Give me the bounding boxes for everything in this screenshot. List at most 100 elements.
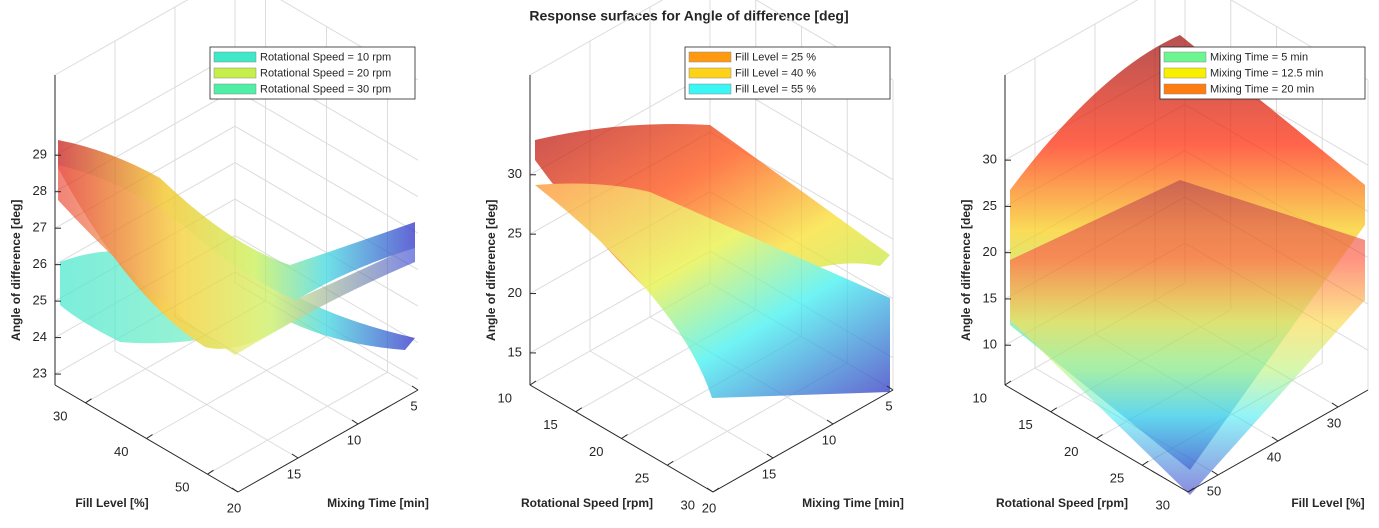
z-tick-label: 15 [983,290,997,305]
tick-mark [766,453,774,459]
legend-label: Fill Level = 55 % [735,83,816,95]
z-tick-label: 10 [983,337,997,352]
tick-mark [1271,436,1279,442]
tick-mark [1211,470,1219,476]
x-tick-label: 15 [543,417,557,432]
labels: 30 40 50 5 10 15 20 23 24 25 26 27 28 29 Fill Level [%… [9,46,1369,515]
figure-title: Response surfaces for Angle of differenc… [529,8,848,24]
z-tick-label: 28 [33,183,47,198]
surface [535,183,890,398]
z-tick-label: 30 [983,152,997,167]
tick-mark [712,487,720,493]
y-tick-label: 10 [347,432,361,447]
grid-line [146,336,327,439]
legend-label: Mixing Time = 12.5 min [1210,67,1323,79]
grid-line [234,198,419,307]
legend-label: Mixing Time = 5 min [1210,51,1308,63]
x-tick-label: 30 [53,408,67,423]
box-edge [54,0,189,76]
x-tick-label: 30 [681,497,695,512]
z-axis-label: Angle of difference [deg] [484,200,498,341]
z-tick-label: 24 [33,329,47,344]
x-tick-label: 20 [1064,444,1078,459]
z-tick-label: 15 [508,344,522,359]
surface [58,140,415,350]
tick-mark [1050,407,1058,413]
tick-mark [146,434,153,439]
surface [58,165,415,355]
grid-line [234,125,419,234]
x-axis-label: Fill Level [%] [75,496,148,510]
tick-mark [621,434,628,439]
z-tick-label: 25 [33,293,47,308]
x-tick-label: 10 [498,390,512,405]
x-tick-label: 10 [973,390,987,405]
legend-swatch [688,51,732,63]
legend-swatch [688,67,732,79]
z-tick-label: 20 [983,244,997,259]
tick-mark [1141,460,1149,466]
x-tick-label: 25 [1110,471,1124,486]
tick-mark [706,487,714,493]
z-tick-label: 27 [33,220,47,235]
x-tick-label: 20 [589,444,603,459]
y-tick-label: 15 [287,466,301,481]
x-tick-label: 15 [1018,417,1032,432]
surfaces [58,35,1365,495]
grid-line [114,350,299,459]
tick-mark [291,453,299,459]
y-tick-label: 20 [227,500,241,515]
grid-line [589,350,774,459]
x-axis-label: Rotational Speed [rpm] [521,496,653,510]
x-tick-label: 50 [175,480,189,495]
legend-swatch [1163,67,1207,79]
z-axis-label: Angle of difference [deg] [959,200,973,341]
tick-mark [231,487,239,493]
z-tick-label: 20 [508,285,522,300]
y-tick-label: 30 [1327,415,1341,430]
y-tick-label: 5 [410,398,417,413]
legend-label: Mixing Time = 20 min [1210,83,1314,95]
y-tick-label: 10 [822,432,836,447]
surface [1010,180,1365,495]
y-tick-label: 5 [885,398,892,413]
tick-mark [351,419,359,425]
z-tick-label: 30 [508,166,522,181]
tick-mark [886,385,894,391]
grid-line [54,52,236,156]
legend-label: Fill Level = 25 % [735,51,816,63]
axis-line [237,389,419,493]
x-axis-label: Rotational Speed [rpm] [996,496,1128,510]
y-tick-label: 40 [1267,449,1281,464]
legend-label: Rotational Speed = 20 rpm [260,67,391,79]
z-tick-label: 25 [508,226,522,241]
box-edge [529,0,664,76]
legend-swatch [1163,83,1207,95]
legend-swatch [688,83,732,95]
box-edge [1004,0,1139,76]
z-tick-label: 23 [33,365,47,380]
legend-swatch [213,83,257,95]
tick-mark [85,398,92,404]
tick-mark [826,419,834,425]
z-tick-label: 26 [33,256,47,271]
tick-mark [1004,380,1012,386]
x-tick-label: 30 [1156,497,1170,512]
y-axis-label: Mixing Time [min] [802,496,904,510]
axis-line [712,389,894,493]
y-axis-label: Mixing Time [min] [327,496,429,510]
tick-mark [529,380,537,386]
z-tick-label: 25 [983,198,997,213]
tick-mark [1331,402,1339,408]
grid-line [207,371,388,475]
tick-mark [666,460,674,466]
legend-swatch [213,51,257,63]
y-tick-label: 15 [762,466,776,481]
tick-mark [1187,487,1195,493]
tick-mark [207,469,214,475]
legend-label: Fill Level = 40 % [735,67,816,79]
legend-swatch [1163,51,1207,63]
z-axis-label: Angle of difference [deg] [9,200,23,341]
tick-mark [1096,434,1103,439]
